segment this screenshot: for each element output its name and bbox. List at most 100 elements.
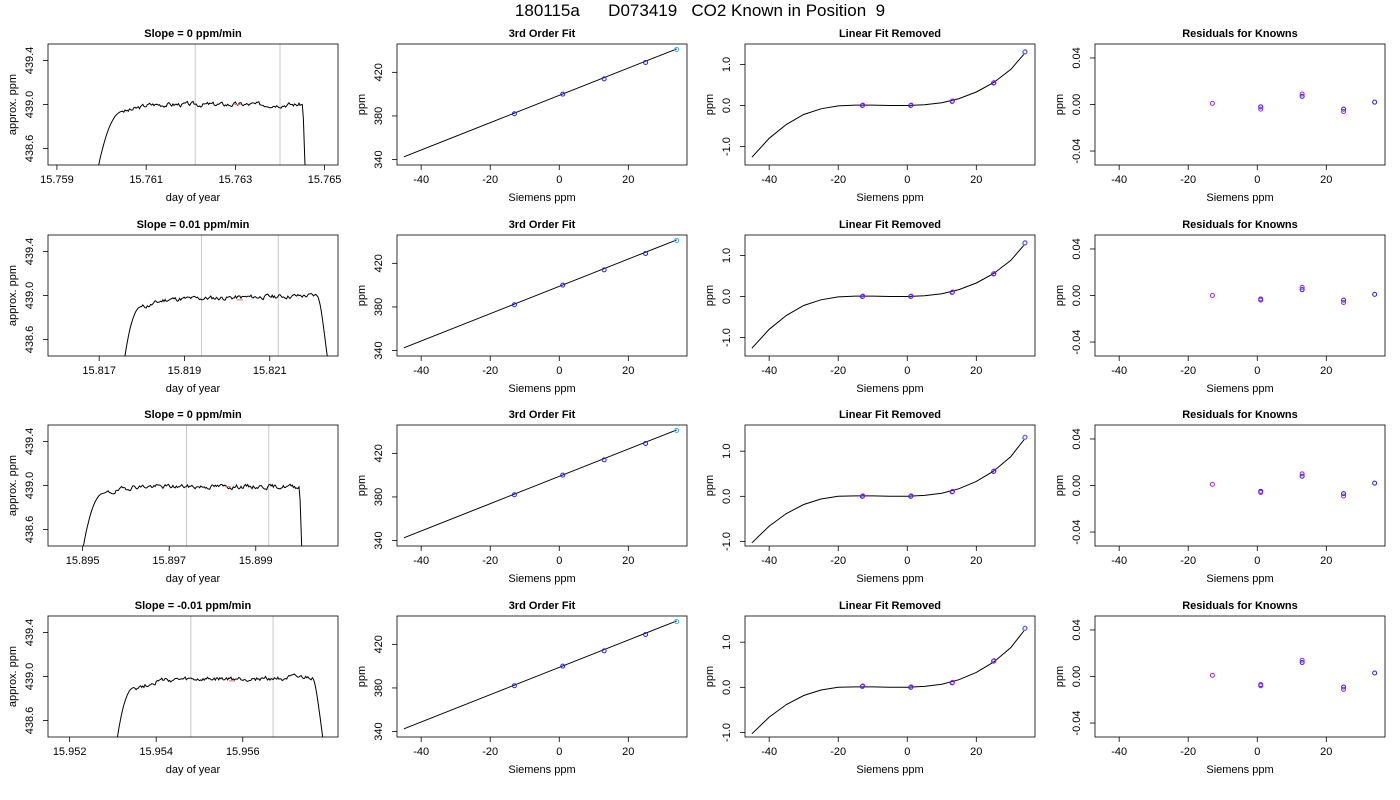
y-tick-label: 340 xyxy=(373,341,385,359)
y-tick-label: 0.0 xyxy=(721,489,733,504)
data-point xyxy=(1022,435,1028,441)
y-tick-label: 0.0 xyxy=(721,289,733,304)
y-tick-label: 340 xyxy=(373,722,385,740)
data-point xyxy=(949,680,955,686)
plot-frame xyxy=(744,424,1036,547)
plot-frame xyxy=(47,424,339,547)
y-tick-label: 0.00 xyxy=(1071,666,1083,687)
x-axis-label: Siemens ppm xyxy=(1206,573,1273,585)
y-tick-label: -1.0 xyxy=(721,328,733,347)
data-point xyxy=(511,302,517,308)
x-axis-label: Siemens ppm xyxy=(508,764,575,776)
x-tick-label: 0 xyxy=(1254,555,1260,567)
y-tick-label: -0.04 xyxy=(1071,329,1083,354)
residual-point xyxy=(1209,100,1215,106)
x-tick-label: 20 xyxy=(622,174,634,186)
data-point-secondary xyxy=(908,493,914,499)
data-point-secondary xyxy=(1022,434,1028,440)
x-tick-label: 20 xyxy=(622,555,634,567)
y-tick-label: 380 xyxy=(373,298,385,316)
residual-point xyxy=(1299,473,1305,479)
data-point xyxy=(908,684,914,690)
residual-point xyxy=(1341,686,1347,692)
x-axis-label: day of year xyxy=(166,764,221,776)
y-tick-label: 420 xyxy=(373,63,385,81)
y-tick-label: 439.4 xyxy=(24,619,36,647)
y-tick-label: 420 xyxy=(373,635,385,653)
y-tick-label: 420 xyxy=(373,254,385,272)
panel-resid: Residuals for Knowns Siemens ppm ppm -40 -20… xyxy=(1054,219,1386,395)
x-tick-label: 20 xyxy=(622,365,634,377)
x-tick-label: 20 xyxy=(1320,174,1332,186)
y-tick-label: 1.0 xyxy=(721,635,733,650)
panel-title: Slope = 0 ppm/min xyxy=(144,409,242,421)
data-point xyxy=(908,294,914,300)
x-tick-label: -20 xyxy=(830,555,846,567)
panel-timeseries: Slope = 0 ppm/min day of year approx. ppm 1… xyxy=(7,409,339,585)
x-tick-label: 15.897 xyxy=(152,555,186,567)
residual-point xyxy=(1258,489,1264,495)
data-point xyxy=(511,492,517,498)
panel-fit: 3rd Order Fit Siemens ppm ppm -40 -20 0 20 340 3… xyxy=(356,600,688,776)
plot-frame xyxy=(396,615,688,738)
data-point-secondary xyxy=(950,98,956,104)
data-point xyxy=(560,663,566,669)
x-tick-label: 0 xyxy=(1254,174,1260,186)
plot-frame xyxy=(396,43,688,166)
x-tick-label: 20 xyxy=(1320,365,1332,377)
residual-point xyxy=(1341,493,1347,499)
plot-region xyxy=(1209,471,1378,499)
plot-region xyxy=(82,425,303,546)
data-point xyxy=(949,98,955,104)
residual-point xyxy=(1209,481,1215,487)
data-point xyxy=(511,111,517,117)
plot-frame xyxy=(1094,43,1386,166)
y-tick-label: 0.0 xyxy=(721,98,733,113)
x-tick-label: 15.952 xyxy=(53,746,87,758)
cubic-curve xyxy=(751,244,1025,349)
plot-region xyxy=(1209,91,1378,114)
x-tick-label: 20 xyxy=(970,174,982,186)
data-point xyxy=(601,648,607,654)
y-tick-label: 380 xyxy=(373,107,385,125)
cubic-curve xyxy=(751,629,1025,735)
data-point xyxy=(674,618,680,624)
residual-point xyxy=(1299,284,1305,290)
residual-point xyxy=(1299,93,1305,99)
x-tick-label: 15.763 xyxy=(219,174,253,186)
data-point xyxy=(643,632,649,638)
x-tick-label: 15.821 xyxy=(253,365,287,377)
x-axis-label: Siemens ppm xyxy=(856,383,923,395)
x-tick-label: -40 xyxy=(413,555,429,567)
residual-point xyxy=(1341,491,1347,497)
x-tick-label: 20 xyxy=(622,746,634,758)
x-axis-label: day of year xyxy=(166,192,221,204)
data-point xyxy=(1022,49,1028,55)
panel-title: Slope = 0.01 ppm/min xyxy=(137,219,250,231)
x-tick-label: 15.895 xyxy=(66,555,100,567)
panel-title: 3rd Order Fit xyxy=(509,28,576,40)
data-point-secondary xyxy=(908,684,914,690)
y-tick-label: 1.0 xyxy=(721,57,733,72)
residual-point xyxy=(1258,104,1264,110)
residual-point xyxy=(1299,660,1305,666)
y-axis-label: ppm xyxy=(704,666,716,687)
plot-region xyxy=(116,616,324,737)
x-axis-label: day of year xyxy=(166,383,221,395)
plot-region xyxy=(751,625,1028,735)
data-point xyxy=(908,103,914,109)
data-point-secondary xyxy=(1022,49,1028,55)
x-tick-label: -40 xyxy=(1111,365,1127,377)
cubic-curve xyxy=(751,53,1025,158)
x-tick-label: -40 xyxy=(413,174,429,186)
x-tick-label: 0 xyxy=(904,365,910,377)
data-point-secondary xyxy=(950,289,956,295)
data-point-secondary xyxy=(860,293,866,299)
panel-title: Residuals for Knowns xyxy=(1182,219,1298,231)
x-tick-label: -40 xyxy=(761,174,777,186)
panel-linfit: Linear Fit Removed Siemens ppm ppm -40 -20 0 2… xyxy=(704,28,1036,204)
panel-title: 3rd Order Fit xyxy=(509,600,576,612)
data-point-secondary xyxy=(860,683,866,689)
panel-title: Residuals for Knowns xyxy=(1182,28,1298,40)
residual-point xyxy=(1258,683,1264,689)
